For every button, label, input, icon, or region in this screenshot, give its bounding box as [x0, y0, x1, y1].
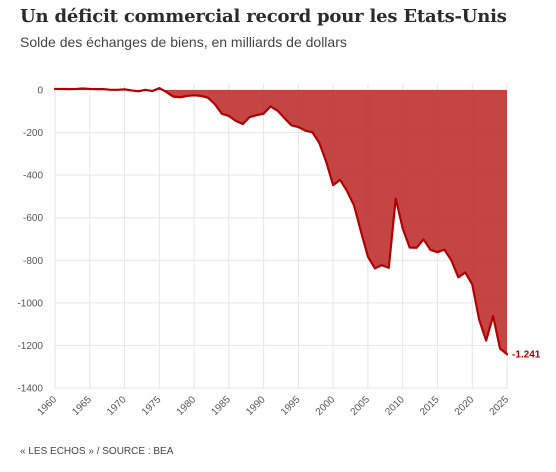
data-point: [395, 198, 397, 200]
data-point: [249, 116, 251, 118]
data-point: [506, 353, 508, 355]
data-point: [54, 88, 56, 90]
data-point: [492, 315, 494, 317]
data-point: [346, 190, 348, 192]
data-point: [61, 88, 63, 90]
x-tick-label: 1990: [244, 394, 268, 418]
x-tick-label: 1980: [175, 394, 199, 418]
data-point: [367, 256, 369, 258]
data-point: [256, 114, 258, 116]
x-tick-label: 2025: [488, 394, 512, 418]
data-point: [228, 115, 230, 117]
series-line: [53, 86, 509, 356]
data-point: [471, 284, 473, 286]
plot-series: -1.241: [53, 86, 541, 361]
x-tick-label: 1965: [70, 394, 94, 418]
x-axis: 1960 1965 1970 1975 1980 1985 1990 1995 2000 2005…: [36, 394, 512, 418]
data-point: [284, 117, 286, 119]
data-point: [103, 88, 105, 90]
x-tick-label: 2020: [453, 394, 477, 418]
data-point: [458, 277, 460, 279]
data-point: [172, 96, 174, 98]
y-axis: 0 -200 -400 -600 -800 -1000 -1200 -1400: [17, 86, 43, 395]
data-point: [409, 247, 411, 249]
chart-title: Un déficit commercial record pour les Et…: [20, 6, 507, 27]
data-point: [388, 267, 390, 269]
data-point: [110, 89, 112, 91]
data-point: [235, 120, 237, 122]
data-point: [200, 95, 202, 97]
data-point: [96, 88, 98, 90]
data-point: [360, 231, 362, 233]
data-point: [117, 89, 119, 91]
y-tick-label: -400: [23, 171, 43, 182]
y-tick-label: -800: [23, 256, 43, 267]
data-point: [270, 106, 272, 108]
data-point: [145, 89, 147, 91]
end-value-label: -1.241: [512, 350, 541, 361]
chart-area: -1.241 0-200-400-600-800-1000-1200-1400 …: [17, 84, 541, 418]
x-tick-label: 1985: [209, 394, 233, 418]
data-point: [305, 130, 307, 132]
data-point: [124, 89, 126, 91]
y-tick-label: 0: [37, 86, 43, 97]
data-point: [68, 88, 70, 90]
y-tick-label: -1200: [17, 341, 43, 352]
data-point: [75, 88, 77, 90]
data-point: [82, 88, 84, 90]
data-point: [437, 251, 439, 253]
data-point: [159, 87, 161, 89]
y-tick-label: -1400: [17, 384, 43, 395]
data-point: [444, 249, 446, 251]
y-tick-label: -200: [23, 128, 43, 139]
y-tick-label: -1000: [17, 298, 43, 309]
data-point: [186, 95, 188, 97]
data-point: [451, 259, 453, 261]
x-tick-label: 2015: [418, 394, 442, 418]
data-point: [291, 125, 293, 127]
data-point: [214, 103, 216, 105]
data-point: [193, 95, 195, 97]
data-point: [464, 272, 466, 274]
chart-subtitle: Solde des échanges de biens, en milliard…: [20, 34, 347, 50]
data-point: [131, 90, 133, 92]
y-tick-label: -600: [23, 213, 43, 224]
data-point: [89, 88, 91, 90]
data-point: [423, 239, 425, 241]
data-point: [416, 247, 418, 249]
source-note: « LES ECHOS » / SOURCE : BEA: [20, 446, 174, 457]
x-tick-label: 1975: [140, 394, 164, 418]
data-point: [485, 340, 487, 342]
data-point: [318, 142, 320, 144]
data-point: [402, 228, 404, 230]
data-point: [381, 264, 383, 266]
data-point: [138, 90, 140, 92]
data-point: [263, 113, 265, 115]
x-tick-label: 1970: [105, 394, 129, 418]
data-point: [332, 184, 334, 186]
x-tick-label: 2005: [349, 394, 373, 418]
x-tick-label: 1960: [36, 394, 60, 418]
x-tick-label: 2010: [383, 394, 407, 418]
data-point: [179, 96, 181, 98]
data-point: [311, 131, 313, 133]
data-point: [353, 205, 355, 207]
data-point: [221, 113, 223, 115]
x-tick-label: 2000: [314, 394, 338, 418]
data-point: [339, 179, 341, 181]
data-point: [325, 161, 327, 163]
data-point: [430, 249, 432, 251]
data-point: [165, 91, 167, 93]
data-point: [298, 126, 300, 128]
area-fill: [55, 88, 507, 355]
data-point: [499, 348, 501, 350]
data-point: [374, 268, 376, 270]
data-point: [152, 90, 154, 92]
x-tick-label: 1995: [279, 394, 303, 418]
data-point: [242, 123, 244, 125]
data-point: [207, 97, 209, 99]
data-point: [478, 319, 480, 321]
data-point: [277, 110, 279, 112]
